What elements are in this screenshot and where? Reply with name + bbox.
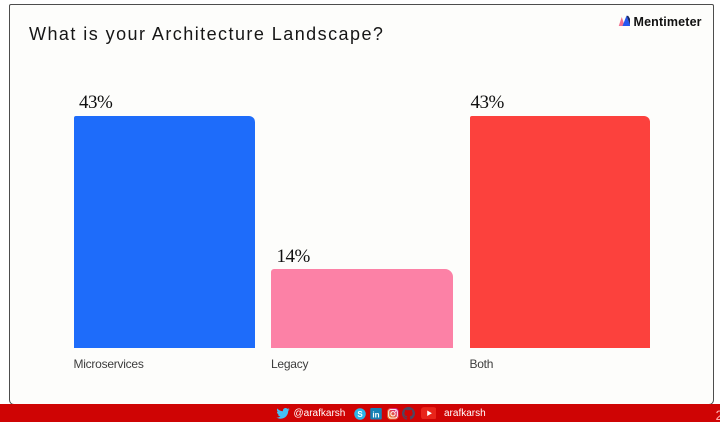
svg-text:S: S — [357, 410, 363, 419]
svg-text:in: in — [372, 411, 379, 420]
